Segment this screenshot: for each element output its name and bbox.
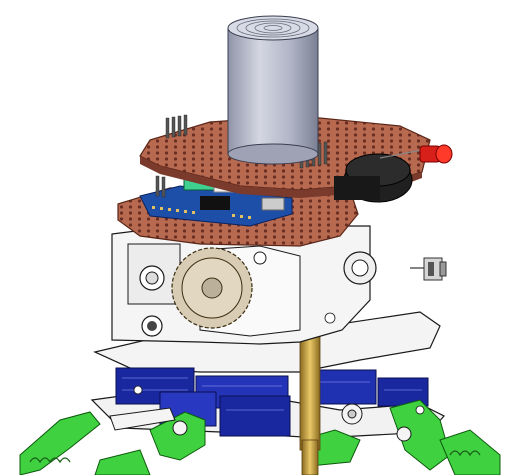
buzzer-icon	[334, 153, 413, 203]
red-led-icon	[379, 144, 453, 164]
servo-motors	[115, 367, 429, 437]
leg-springs	[29, 450, 481, 464]
leg-joints	[109, 403, 412, 442]
green-legs	[19, 399, 501, 475]
ultrasonic-sensor-icon	[227, 15, 319, 165]
gear-icon	[171, 247, 253, 329]
toggle-switch-icon	[410, 257, 447, 281]
plate-screws	[133, 312, 425, 415]
